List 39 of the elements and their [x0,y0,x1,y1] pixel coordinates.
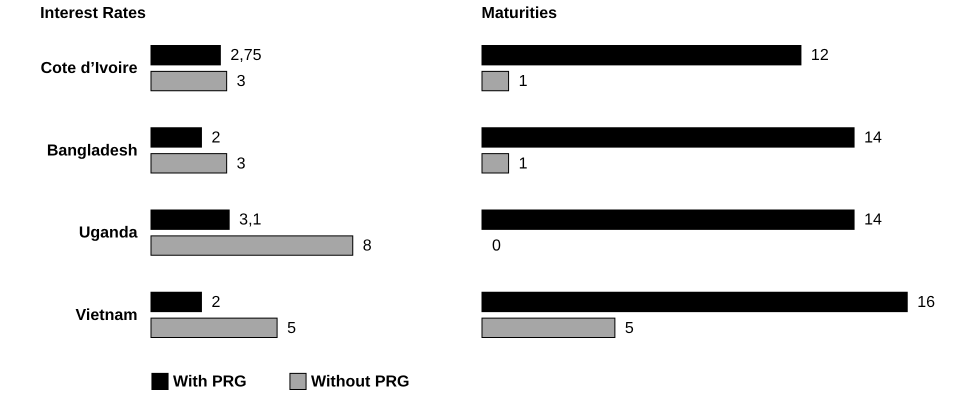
y-tick-label: Bangladesh [46,142,138,160]
data-label: 5 [624,320,634,337]
data-label: 1 [518,73,528,90]
chart-title: Interest Rates [40,5,146,22]
y-tick-label: Uganda [78,224,138,242]
data-label: 0 [492,238,501,255]
bar [482,318,616,338]
bar [482,153,510,174]
data-label: 12 [810,47,829,64]
bar [482,127,855,148]
bar [150,292,202,312]
data-label: 5 [287,320,296,337]
data-label: 2,75 [230,47,262,64]
bar [150,153,228,174]
bar [150,70,228,92]
data-label: 8 [362,238,372,255]
data-label: 3 [236,155,246,172]
chart-title: Maturities [482,5,558,22]
bar [150,318,278,338]
bar [482,210,855,230]
y-tick-label: Cote d’Ivoire [40,60,138,78]
data-label: 1 [518,155,528,172]
bar [150,127,202,148]
y-tick-label: Vietnam [76,306,138,324]
bar [482,44,802,66]
bar [482,292,908,312]
data-label: 2 [211,129,220,146]
data-label: 2 [211,294,220,311]
data-label: 3 [236,73,246,90]
bar [150,44,221,66]
bar [150,235,354,256]
legend-label: Without PRG [311,373,410,390]
bar [482,70,510,92]
data-label: 16 [917,294,936,311]
data-label: 14 [864,212,882,229]
data-label: 14 [864,129,882,146]
legend-label: With PRG [173,373,247,390]
bar [150,210,230,230]
data-label: 3,1 [239,212,262,229]
